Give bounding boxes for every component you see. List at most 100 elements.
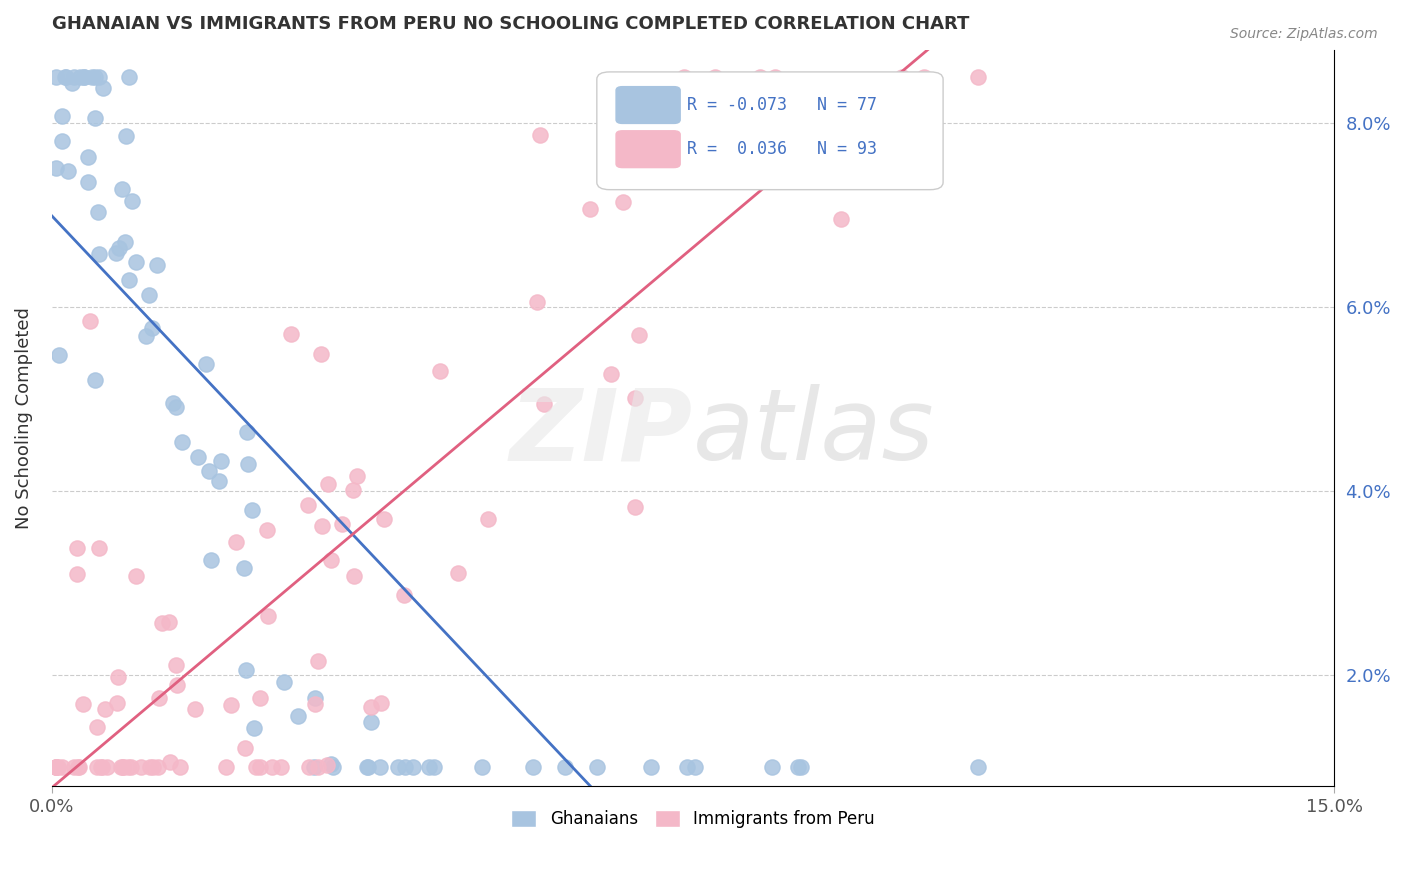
Point bbox=[111, 182, 134, 196]
Point bbox=[315, 757, 337, 772]
Point bbox=[125, 569, 148, 583]
Point bbox=[77, 150, 100, 164]
Point bbox=[170, 434, 193, 449]
Point bbox=[225, 534, 247, 549]
Point bbox=[89, 541, 111, 555]
Point bbox=[683, 760, 706, 774]
Point bbox=[627, 328, 650, 343]
Point bbox=[747, 128, 769, 142]
Point bbox=[63, 760, 86, 774]
Point bbox=[195, 357, 218, 371]
Point bbox=[110, 760, 132, 774]
Point bbox=[114, 128, 136, 143]
Point bbox=[135, 328, 157, 343]
Point bbox=[297, 498, 319, 512]
Point bbox=[304, 697, 326, 711]
Point bbox=[624, 391, 647, 405]
Point bbox=[90, 760, 112, 774]
FancyBboxPatch shape bbox=[596, 72, 943, 190]
Point bbox=[912, 70, 935, 85]
Point bbox=[104, 246, 127, 260]
Point bbox=[640, 760, 662, 774]
Point bbox=[159, 756, 181, 770]
Point bbox=[80, 70, 103, 85]
Point bbox=[51, 134, 73, 148]
Point bbox=[138, 288, 160, 302]
Point bbox=[60, 76, 83, 90]
FancyBboxPatch shape bbox=[616, 131, 681, 168]
Point bbox=[107, 669, 129, 683]
Point bbox=[554, 760, 576, 774]
Text: Source: ZipAtlas.com: Source: ZipAtlas.com bbox=[1230, 27, 1378, 41]
Point bbox=[357, 760, 380, 774]
Point bbox=[370, 760, 392, 774]
Point bbox=[215, 760, 238, 774]
Point bbox=[447, 566, 470, 581]
Text: atlas: atlas bbox=[693, 384, 935, 481]
Text: R =  0.036   N = 93: R = 0.036 N = 93 bbox=[686, 140, 876, 158]
Point bbox=[522, 760, 544, 774]
Point bbox=[66, 567, 89, 582]
Point bbox=[387, 760, 409, 774]
Point bbox=[79, 314, 101, 328]
Point bbox=[118, 70, 141, 85]
Point bbox=[240, 503, 263, 517]
Point bbox=[245, 760, 267, 774]
Text: R = -0.073   N = 77: R = -0.073 N = 77 bbox=[686, 96, 876, 114]
Point bbox=[717, 76, 740, 90]
Point bbox=[422, 760, 444, 774]
Point bbox=[77, 175, 100, 189]
Point bbox=[90, 760, 112, 774]
Point bbox=[89, 247, 111, 261]
Point bbox=[162, 395, 184, 409]
Point bbox=[114, 235, 136, 249]
Point bbox=[112, 760, 135, 774]
Point bbox=[360, 700, 382, 714]
Point bbox=[343, 569, 366, 583]
Point bbox=[318, 476, 340, 491]
Point bbox=[66, 541, 89, 555]
Point bbox=[249, 760, 271, 774]
Point bbox=[51, 760, 73, 774]
Point bbox=[66, 760, 89, 774]
Point bbox=[129, 760, 152, 774]
Point bbox=[87, 205, 110, 219]
Point bbox=[579, 202, 602, 217]
Point bbox=[73, 70, 96, 85]
Point bbox=[967, 70, 990, 85]
Point bbox=[787, 760, 810, 774]
Point bbox=[672, 70, 695, 85]
Point bbox=[356, 760, 378, 774]
Point bbox=[48, 348, 70, 362]
Legend: Ghanaians, Immigrants from Peru: Ghanaians, Immigrants from Peru bbox=[503, 802, 883, 837]
Point bbox=[55, 70, 77, 85]
Point bbox=[53, 70, 76, 85]
Point bbox=[111, 760, 134, 774]
Point bbox=[307, 654, 329, 668]
Point bbox=[612, 194, 634, 209]
Point bbox=[233, 740, 256, 755]
Point bbox=[600, 368, 623, 382]
Point bbox=[146, 760, 169, 774]
Point bbox=[45, 760, 67, 774]
Point bbox=[165, 401, 187, 415]
Point bbox=[319, 757, 342, 772]
Point bbox=[84, 373, 107, 387]
Point bbox=[526, 294, 548, 309]
Point bbox=[45, 161, 67, 176]
Point bbox=[166, 678, 188, 692]
Point bbox=[477, 512, 499, 526]
Point bbox=[117, 760, 139, 774]
Point bbox=[243, 722, 266, 736]
Point bbox=[166, 658, 188, 673]
Point bbox=[84, 112, 107, 126]
Point bbox=[529, 128, 551, 143]
Point bbox=[321, 553, 343, 567]
Point bbox=[91, 81, 114, 95]
Point bbox=[429, 364, 451, 378]
Point bbox=[45, 760, 67, 774]
Point bbox=[125, 255, 148, 269]
Point bbox=[302, 760, 325, 774]
Point bbox=[761, 760, 783, 774]
Point bbox=[96, 760, 118, 774]
